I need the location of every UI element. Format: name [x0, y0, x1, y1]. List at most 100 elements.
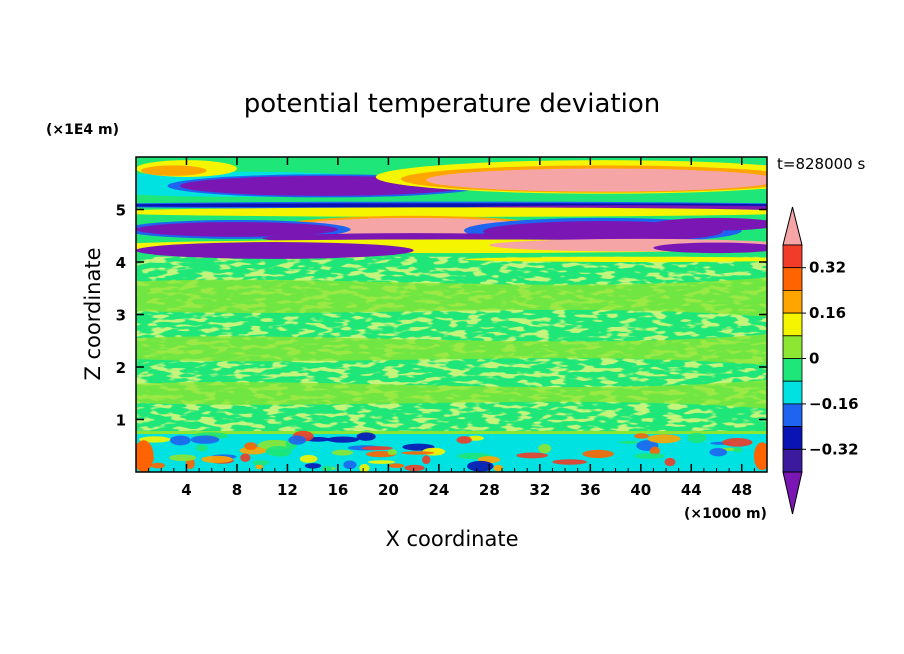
- boundary-eddy-4: [139, 436, 171, 443]
- colorbar-swatch-8: [782, 426, 803, 450]
- y-tick-label-1: 2: [116, 359, 126, 377]
- boundary-eddy-66: [467, 460, 494, 472]
- y-tick-label-0: 1: [116, 412, 126, 430]
- upper-cell-25: [464, 256, 767, 262]
- x-tick-label-2: 12: [277, 481, 298, 499]
- boundary-eddy-64: [456, 436, 472, 444]
- x-tick-label-9: 40: [630, 481, 651, 499]
- boundary-eddy-44: [634, 433, 649, 439]
- x-tick-label-5: 24: [428, 481, 449, 499]
- x-tick-label-6: 28: [479, 481, 500, 499]
- colorbar-swatch-0: [782, 244, 803, 269]
- boundary-eddy-28: [170, 435, 191, 446]
- y-tick-label-4: 5: [116, 202, 126, 220]
- colorbar: 0.32 0.16 0 −0.16 −0.32: [782, 206, 859, 515]
- x-tick-label-0: 4: [181, 481, 191, 499]
- boundary-eddy-62: [361, 446, 393, 451]
- boundary-eddy-56: [252, 460, 270, 466]
- boundary-eddy-3: [304, 463, 322, 469]
- boundary-eddy-60: [404, 464, 425, 472]
- colorbar-swatch-3: [782, 312, 803, 337]
- boundary-eddy-49: [190, 435, 220, 444]
- boundary-eddy-47: [359, 463, 370, 472]
- colorbar-swatch-1: [782, 267, 803, 291]
- boundary-eddy-45: [244, 442, 258, 450]
- boundary-eddy-50: [265, 445, 293, 457]
- colorbar-below-arrow: [782, 471, 803, 515]
- colorbar-swatch-7: [782, 403, 803, 427]
- boundary-eddy-39: [201, 455, 233, 463]
- x-tick-label-10: 44: [681, 481, 702, 499]
- boundary-eddy-58: [388, 463, 405, 469]
- boundary-eddy-32: [709, 447, 728, 457]
- x-tick-label-3: 16: [327, 481, 348, 499]
- x-unit-label: (×1000 m): [684, 506, 767, 522]
- boundary-eddy-54: [326, 436, 360, 443]
- mid-band-1: [136, 334, 767, 366]
- upper-cell-19: [653, 217, 767, 231]
- boundary-eddy-15: [649, 446, 660, 456]
- boundary-eddy-43: [240, 453, 251, 462]
- colorbar-label-1: 0.16: [809, 304, 846, 322]
- colorbar-above-arrow: [782, 206, 803, 246]
- x-tick-label-11: 48: [731, 481, 752, 499]
- y-unit-label: (×1E4 m): [46, 122, 119, 138]
- x-tick-label-8: 36: [580, 481, 601, 499]
- mid-band-2: [136, 379, 767, 409]
- time-label: t=828000 s: [777, 155, 865, 173]
- boundary-eddy-9: [367, 460, 396, 464]
- boundary-hot-left: [136, 440, 154, 472]
- boundary-eddy-42: [387, 449, 398, 456]
- boundary-eddy-69: [321, 465, 333, 471]
- boundary-eddy-27: [331, 449, 354, 456]
- y-axis: 1 2 3 4 5: [116, 202, 767, 430]
- boundary-eddy-19: [618, 440, 639, 444]
- colorbar-swatch-5: [782, 358, 803, 382]
- colorbar-swatch-4: [782, 335, 803, 359]
- upper-cell-24: [653, 242, 767, 254]
- y-tick-label-3: 4: [116, 254, 126, 272]
- boundary-eddy-38: [288, 435, 307, 445]
- boundary-eddy-41: [422, 455, 431, 465]
- colorbar-label-3: −0.16: [809, 395, 859, 413]
- boundary-eddy-61: [733, 447, 743, 453]
- boundary-eddy-46: [647, 434, 681, 444]
- boundary-eddy-23: [356, 432, 376, 441]
- boundary-eddy-29: [516, 452, 548, 459]
- colorbar-swatch-9: [782, 448, 803, 473]
- colorbar-label-2: 0: [809, 350, 819, 368]
- boundary-eddy-13: [552, 459, 588, 465]
- boundary-eddy-55: [633, 453, 666, 459]
- boundary-hot-right: [753, 442, 767, 471]
- upper-cell-23: [136, 242, 414, 259]
- boundary-eddy-16: [664, 457, 676, 467]
- boundary-eddy-40: [151, 462, 165, 469]
- mid-band-0: [136, 277, 767, 317]
- boundary-eddy-33: [582, 449, 614, 459]
- upper-cell-16: [136, 222, 338, 237]
- upper-cell-8: [141, 165, 207, 176]
- boundary-top: [136, 431, 767, 435]
- upper-cell-6: [426, 168, 767, 192]
- boundary-eddy-12: [299, 454, 318, 463]
- x-tick-label-4: 20: [378, 481, 399, 499]
- boundary-eddy-0: [687, 432, 707, 444]
- chart-title: potential temperature deviation: [244, 89, 660, 119]
- colorbar-label-0: 0.32: [809, 259, 846, 277]
- x-tick-label-1: 8: [232, 481, 242, 499]
- boundary-eddy-68: [401, 451, 435, 455]
- colorbar-swatch-2: [782, 289, 803, 314]
- boundary-eddy-35: [195, 444, 208, 452]
- y-tick-label-2: 3: [116, 307, 126, 325]
- boundary-eddy-52: [168, 454, 197, 462]
- upper-cell-12: [136, 207, 767, 217]
- colorbar-label-4: −0.32: [809, 440, 859, 458]
- boundary-eddy-17: [538, 443, 552, 454]
- x-axis-label: X coordinate: [385, 527, 518, 551]
- boundary-eddy-22: [493, 464, 504, 472]
- colorbar-swatch-6: [782, 380, 803, 405]
- x-tick-label-7: 32: [529, 481, 550, 499]
- boundary-eddy-67: [255, 464, 264, 470]
- boundary-eddy-63: [722, 438, 753, 447]
